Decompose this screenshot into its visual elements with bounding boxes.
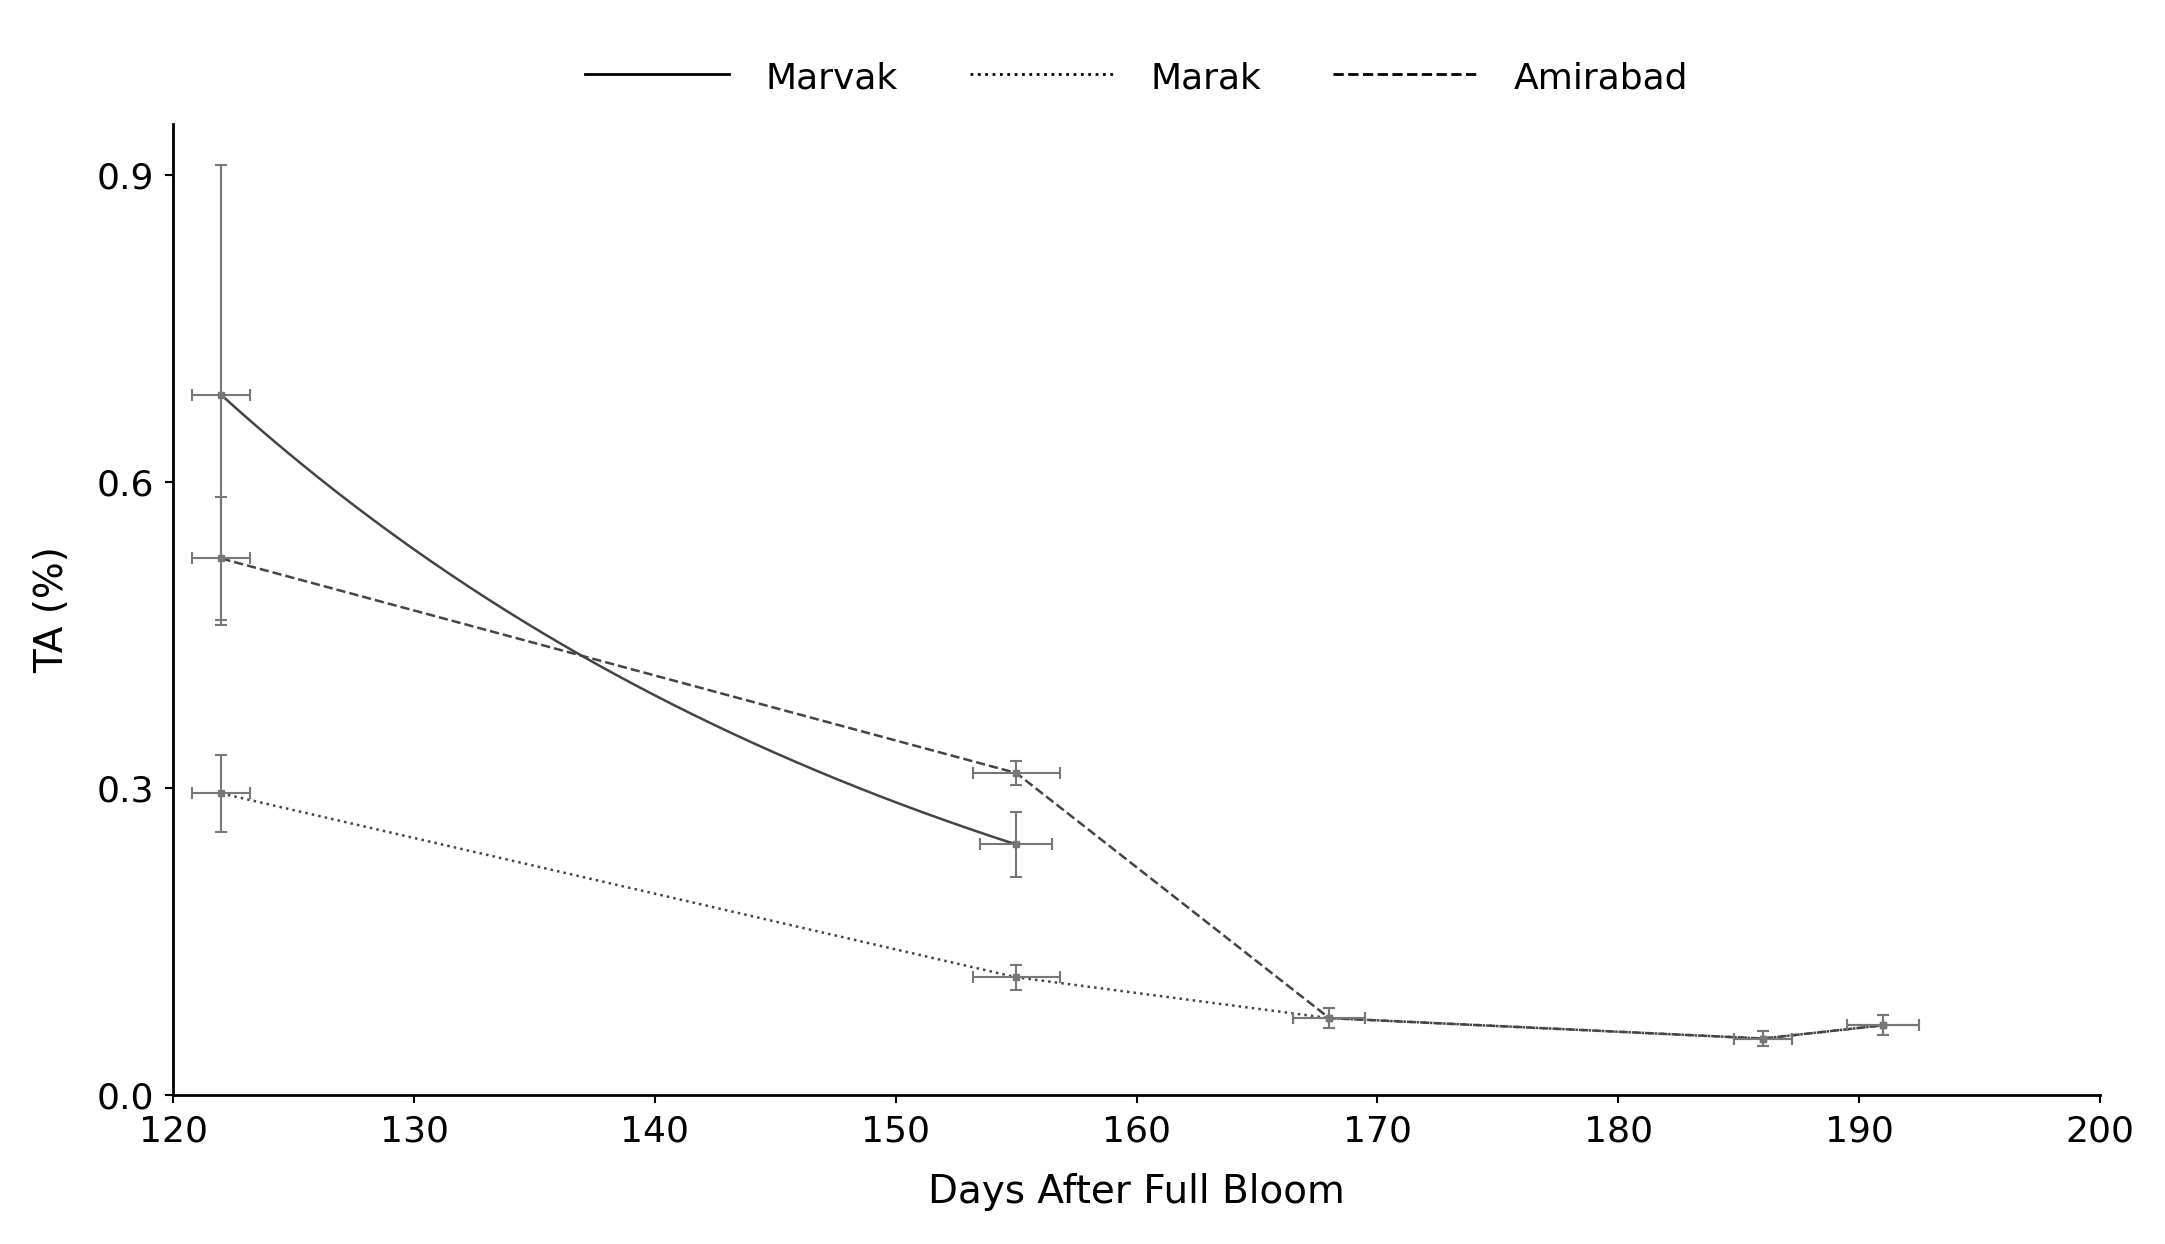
X-axis label: Days After Full Bloom: Days After Full Bloom <box>929 1173 1344 1212</box>
Legend: Marvak, Marak, Amirabad: Marvak, Marak, Amirabad <box>569 46 1704 109</box>
Y-axis label: TA (%): TA (%) <box>32 546 71 673</box>
